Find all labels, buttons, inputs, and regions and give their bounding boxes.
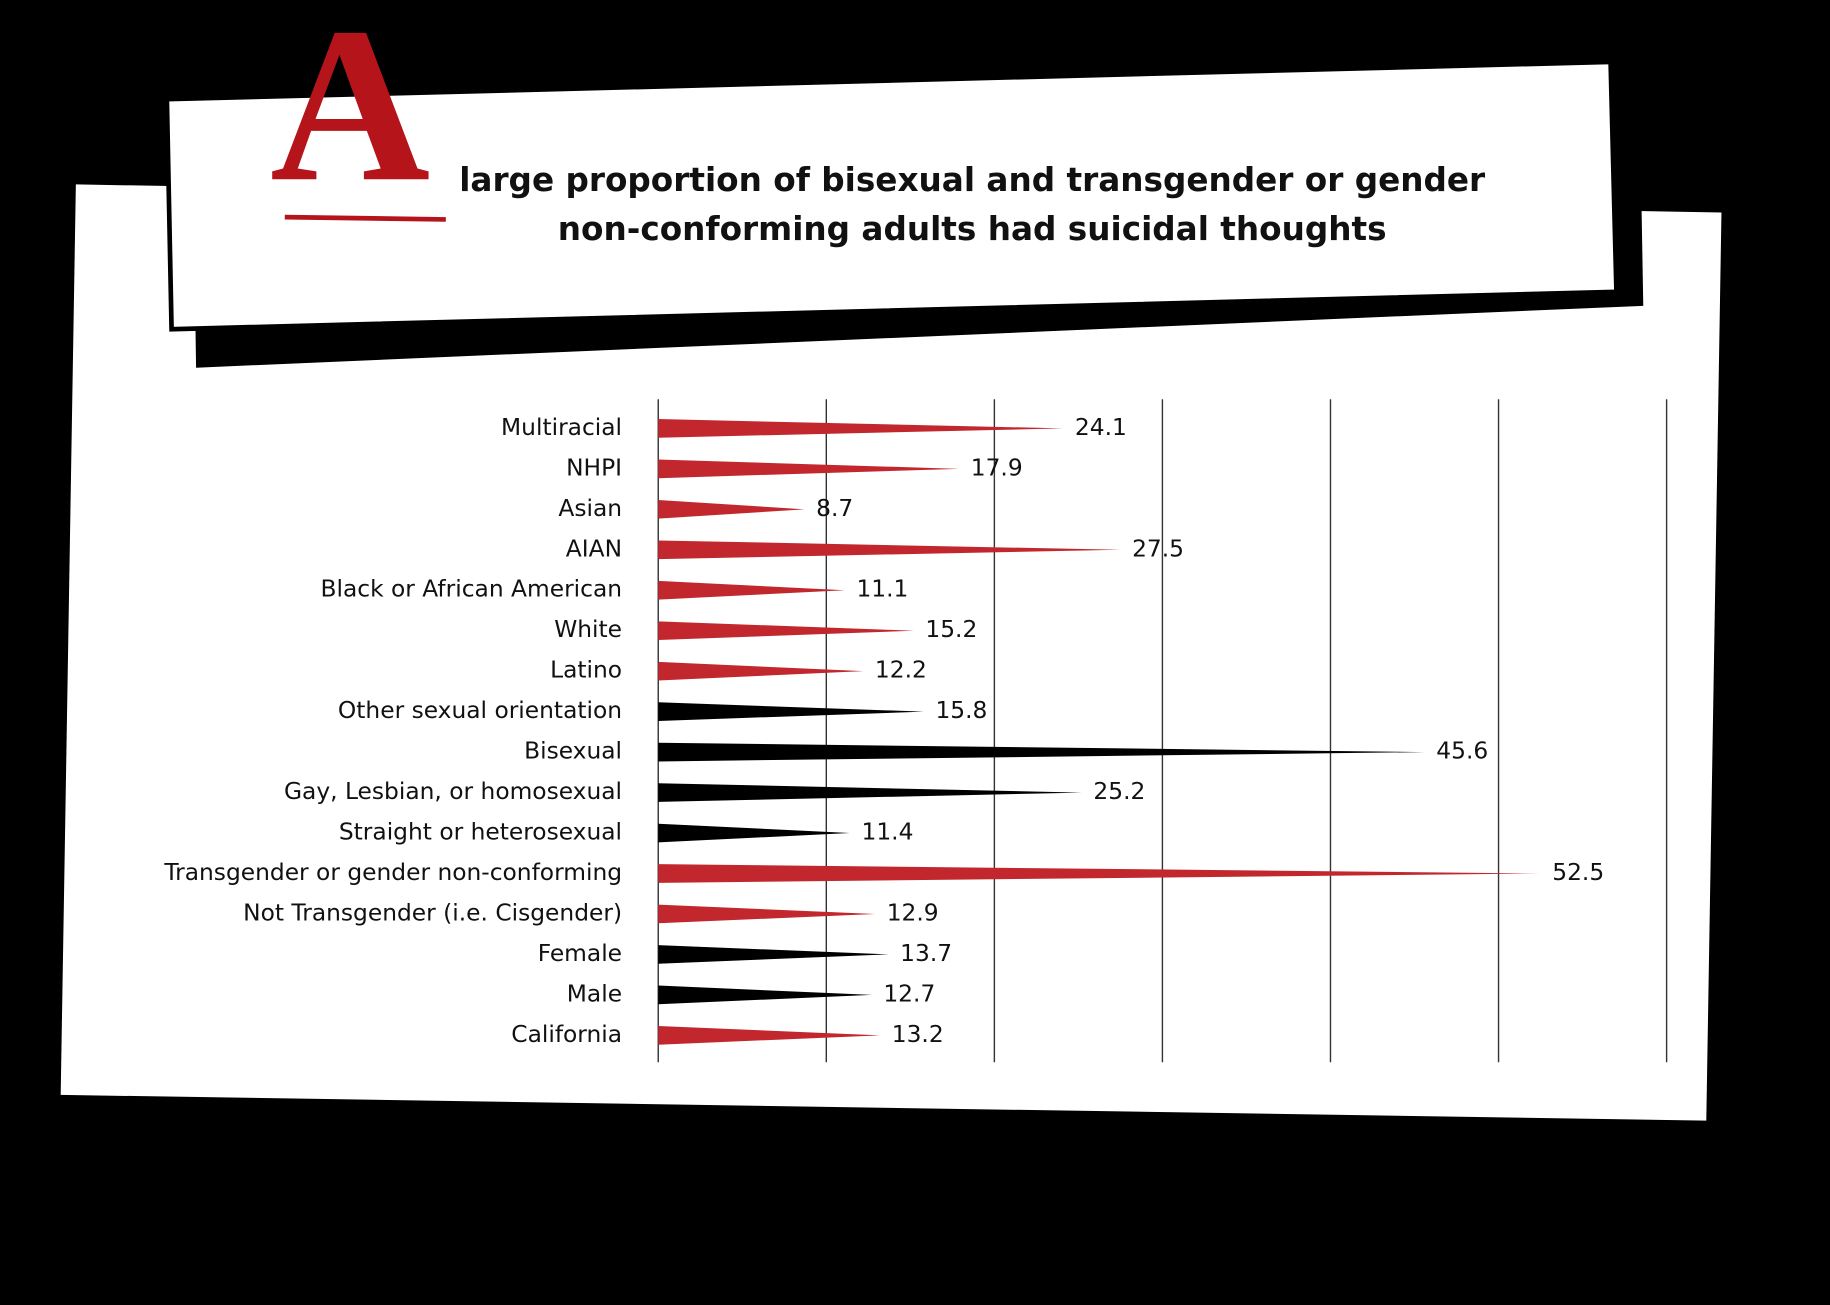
bar bbox=[658, 1026, 881, 1045]
chart-title: non-conforming adults had suicidal thoug… bbox=[558, 210, 1387, 248]
value-label: 15.8 bbox=[935, 696, 987, 724]
value-label: 17.9 bbox=[971, 453, 1023, 481]
bar bbox=[658, 499, 805, 519]
category-label: Other sexual orientation bbox=[338, 696, 622, 724]
value-label: 52.5 bbox=[1552, 858, 1604, 886]
title-initial: A bbox=[270, 0, 430, 227]
bar bbox=[658, 540, 1121, 560]
category-label: AIAN bbox=[566, 534, 622, 562]
value-label: 45.6 bbox=[1436, 737, 1488, 765]
category-label: Bisexual bbox=[524, 737, 622, 765]
category-label: Latino bbox=[550, 656, 622, 684]
value-label: 12.2 bbox=[875, 656, 927, 684]
chart-title: large proportion of bisexual and transge… bbox=[459, 161, 1486, 199]
bar bbox=[658, 864, 1541, 883]
value-label: 27.5 bbox=[1132, 534, 1184, 562]
bar bbox=[658, 985, 872, 1005]
category-label: Straight or heterosexual bbox=[339, 818, 622, 846]
bar bbox=[658, 419, 1064, 438]
bar bbox=[658, 621, 914, 641]
category-label: Not Transgender (i.e. Cisgender) bbox=[243, 898, 622, 926]
value-label: 11.4 bbox=[862, 818, 914, 846]
initial-underline bbox=[284, 214, 446, 222]
paper bbox=[60, 184, 1722, 1121]
category-label: Transgender or gender non-conforming bbox=[163, 858, 622, 886]
bar bbox=[658, 783, 1082, 802]
value-label: 13.7 bbox=[900, 939, 952, 967]
value-label: 24.1 bbox=[1075, 413, 1127, 441]
title-card bbox=[164, 59, 1619, 332]
bar bbox=[658, 702, 924, 721]
bar bbox=[658, 823, 850, 843]
bar bbox=[658, 945, 889, 964]
category-label: Gay, Lesbian, or homosexual bbox=[284, 777, 622, 805]
bar bbox=[658, 742, 1425, 762]
value-label: 13.2 bbox=[892, 1020, 944, 1048]
category-label: Asian bbox=[558, 494, 622, 522]
value-label: 8.7 bbox=[816, 494, 853, 522]
value-label: 15.2 bbox=[925, 615, 977, 643]
category-label: Male bbox=[567, 979, 622, 1007]
bar bbox=[658, 904, 876, 924]
category-label: White bbox=[554, 615, 622, 643]
value-label: 25.2 bbox=[1093, 777, 1145, 805]
bar bbox=[658, 661, 864, 681]
bar bbox=[658, 459, 960, 479]
category-label: NHPI bbox=[566, 453, 622, 481]
value-label: 12.9 bbox=[887, 898, 939, 926]
bar bbox=[658, 580, 845, 600]
category-label: Black or African American bbox=[321, 575, 623, 603]
value-label: 12.7 bbox=[883, 979, 935, 1007]
category-label: California bbox=[511, 1020, 622, 1048]
category-label: Female bbox=[538, 939, 622, 967]
value-label: 11.1 bbox=[856, 575, 908, 603]
category-label: Multiracial bbox=[501, 413, 622, 441]
